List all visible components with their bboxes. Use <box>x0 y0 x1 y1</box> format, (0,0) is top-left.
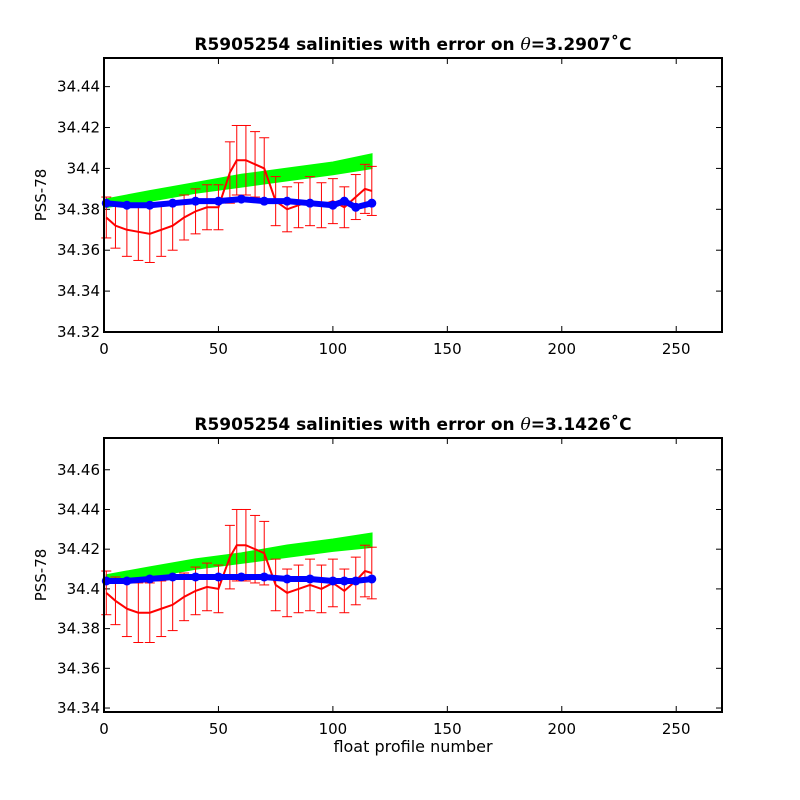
chart-1-plot <box>101 124 377 263</box>
chart-2-xtick-label: 50 <box>209 720 228 738</box>
chart-1-ytick-label: 34.36 <box>57 241 100 259</box>
chart-1-xticks: 0 50 100 150 200 250 <box>99 58 691 358</box>
chart-2-series-2-point <box>122 576 132 586</box>
chart-2-ytick-label: 34.36 <box>57 659 100 677</box>
chart-2-axes-box <box>103 437 723 713</box>
chart-1-series-2-point <box>339 196 349 206</box>
chart-2-series-2-point <box>339 576 349 586</box>
chart-2-ytick-label: 34.46 <box>57 461 100 479</box>
chart-2-yticks: 34.34 34.36 34.38 34.4 34.42 34.44 34.46 <box>57 461 722 717</box>
chart-1-xtick-label: 200 <box>547 340 576 358</box>
chart-1-series-2-point <box>351 202 361 212</box>
chart-2-xtick-label: 150 <box>433 720 462 738</box>
chart-1-xtick-label: 250 <box>662 340 691 358</box>
chart-1-xtick-label: 50 <box>209 340 228 358</box>
chart-1-series-2-point <box>213 196 223 206</box>
chart-2-series-2-point <box>282 574 292 584</box>
chart-1-series-2-point <box>236 194 246 204</box>
chart-1-ytick-label: 34.4 <box>67 159 100 177</box>
chart-2-series-2-point <box>351 576 361 586</box>
chart-2-series-2-point <box>305 574 315 584</box>
chart-1-series-2-point <box>122 200 132 210</box>
chart-1-ytick-label: 34.32 <box>57 323 100 341</box>
chart-2-plot <box>101 508 377 644</box>
chart-1-ylabel: PSS-78 <box>32 169 50 222</box>
chart-1-series-2-point <box>259 196 269 206</box>
chart-1-xtick-label: 0 <box>99 340 109 358</box>
chart-2-ytick-label: 34.42 <box>57 540 100 558</box>
chart-2-series-2-point <box>213 572 223 582</box>
chart-2-series-2-point <box>367 574 377 584</box>
chart-2-xtick-label: 200 <box>547 720 576 738</box>
chart-2-ytick-label: 34.44 <box>57 500 100 518</box>
chart-1-yticks: 34.32 34.34 34.36 34.38 34.4 34.42 34.44 <box>57 78 722 341</box>
chart-1-series-2-point <box>367 198 377 208</box>
chart-1-xtick-label: 100 <box>319 340 348 358</box>
chart-1-axes-box <box>103 57 723 333</box>
chart-1-title: R5905254 salinities with error on θ=3.29… <box>194 33 631 55</box>
subplot-2: R5905254 salinities with error on θ=3.14… <box>32 413 723 756</box>
chart-1-ytick-label: 34.34 <box>57 282 100 300</box>
chart-2-series-2-point <box>259 572 269 582</box>
chart-2-series-2-point <box>328 576 338 586</box>
chart-2-xtick-label: 100 <box>319 720 348 738</box>
chart-1-ytick-label: 34.42 <box>57 119 100 137</box>
chart-2-title: R5905254 salinities with error on θ=3.14… <box>194 413 631 435</box>
chart-2-series-2-point <box>191 572 201 582</box>
chart-2-ytick-label: 34.38 <box>57 620 100 638</box>
subplot-1: R5905254 salinities with error on θ=3.29… <box>32 33 723 358</box>
chart-2-ytick-label: 34.4 <box>67 580 100 598</box>
chart-2-ytick-label: 34.34 <box>57 699 100 717</box>
chart-2-xlabel: float profile number <box>333 737 493 756</box>
chart-1-series-2-point <box>328 200 338 210</box>
chart-2-series-2-point <box>168 572 178 582</box>
chart-1-xtick-label: 150 <box>433 340 462 358</box>
chart-2-xtick-label: 250 <box>662 720 691 738</box>
chart-1-series-2-point <box>145 200 155 210</box>
chart-1-series-2-point <box>168 198 178 208</box>
chart-2-xtick-label: 0 <box>99 720 109 738</box>
chart-2-series-2-point <box>236 572 246 582</box>
chart-2-ylabel: PSS-78 <box>32 549 50 602</box>
chart-2-series-2-point <box>145 574 155 584</box>
chart-1-ytick-label: 34.38 <box>57 200 100 218</box>
chart-1-series-2-point <box>305 198 315 208</box>
chart-1-ytick-label: 34.44 <box>57 78 100 96</box>
chart-1-series-2-point <box>282 196 292 206</box>
chart-2-xticks: 0 50 100 150 200 250 <box>99 438 691 738</box>
chart-1-series-2-point <box>191 196 201 206</box>
